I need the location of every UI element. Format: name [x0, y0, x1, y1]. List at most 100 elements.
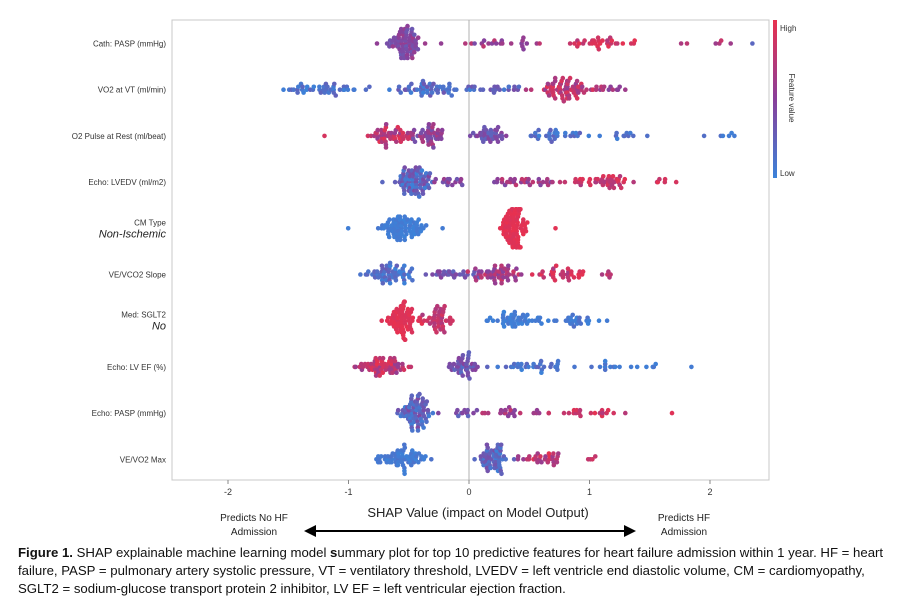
shap-point [728, 41, 733, 46]
shap-point [358, 272, 363, 277]
shap-point [526, 364, 531, 370]
shap-point [609, 38, 615, 43]
shap-point [536, 410, 542, 416]
shap-point [523, 87, 529, 92]
shap-point [438, 41, 444, 46]
shap-point [409, 26, 415, 32]
shap-point [537, 315, 543, 321]
shap-point [599, 272, 605, 277]
shap-point [366, 269, 371, 274]
shap-point [397, 214, 403, 219]
shap-point [611, 410, 616, 416]
caption-text-a: SHAP explainable machine learning model [72, 545, 331, 560]
shap-point [574, 96, 580, 101]
shap-point [460, 353, 466, 358]
shap-point [420, 191, 426, 196]
shap-point [503, 407, 508, 413]
shap-point [495, 139, 501, 144]
shap-point [375, 127, 381, 133]
shap-point [543, 454, 548, 459]
shap-point [409, 191, 414, 196]
shap-point [402, 471, 407, 477]
shap-point [580, 269, 586, 274]
shap-point [401, 367, 407, 373]
shap-point [576, 90, 581, 95]
shap-point [385, 315, 391, 321]
shap-point [617, 84, 622, 90]
shap-point [631, 133, 636, 139]
shap-point [490, 318, 496, 324]
shap-point [578, 413, 583, 419]
shap-point [521, 457, 526, 462]
shap-point [466, 350, 472, 355]
shap-point [519, 176, 525, 182]
shap-point [390, 370, 395, 376]
shap-point [566, 278, 572, 283]
shap-point [430, 272, 435, 277]
shap-point [402, 191, 407, 196]
shap-point [420, 90, 426, 95]
shap-point [421, 318, 427, 324]
shap-point [433, 176, 439, 182]
shap-point [337, 87, 343, 92]
shap-point [511, 457, 517, 462]
shap-point [402, 55, 407, 61]
x-tick-label: 0 [466, 487, 471, 497]
shap-point [537, 41, 542, 46]
x-tick-label: 2 [707, 487, 712, 497]
shap-point [512, 407, 517, 413]
predicts-hf-line2: Admission [661, 527, 707, 538]
shap-point [572, 364, 577, 370]
shap-point [577, 407, 583, 413]
shap-point [492, 263, 498, 269]
shap-point [400, 361, 405, 367]
shap-point [447, 176, 452, 182]
shap-point [415, 35, 421, 40]
x-tick-label: -2 [224, 487, 232, 497]
shap-point [512, 324, 518, 329]
shap-point [618, 185, 624, 191]
shap-point [514, 266, 519, 272]
shap-point [300, 84, 305, 90]
shap-point [555, 367, 560, 373]
shap-point [497, 87, 503, 92]
shap-point [600, 410, 605, 416]
arrow-head-left [304, 525, 316, 537]
shap-point [689, 364, 694, 370]
shap-point [499, 280, 504, 286]
shap-point [374, 269, 380, 274]
shap-point [597, 133, 602, 139]
shap-point [578, 321, 584, 326]
shap-point [538, 358, 544, 364]
shap-point [596, 318, 602, 324]
shap-point [602, 358, 608, 364]
shap-point [473, 278, 479, 283]
x-axis-label: SHAP Value (impact on Model Output) [367, 505, 588, 520]
shap-point [588, 410, 594, 416]
shap-point [500, 41, 505, 46]
shap-point [544, 133, 549, 139]
shap-point [374, 41, 380, 46]
shap-point [565, 266, 571, 272]
shap-point [511, 269, 516, 274]
shap-point [673, 179, 679, 185]
shap-point [508, 41, 514, 46]
shap-point [545, 176, 550, 182]
feature-label: Echo: LVEDV (ml/m2) [88, 178, 166, 187]
shap-point [479, 275, 484, 280]
shap-point [387, 280, 393, 286]
feature-label: Cath: PASP (mmHg) [93, 40, 166, 49]
shap-point [396, 451, 401, 456]
shap-point [475, 364, 480, 370]
shap-point [484, 442, 490, 448]
shap-point [501, 309, 507, 315]
shap-point [380, 179, 385, 185]
shap-point [628, 130, 633, 136]
shap-point [405, 306, 411, 312]
shap-point [415, 428, 421, 433]
shap-point [506, 272, 512, 277]
shap-point [508, 176, 513, 182]
shap-point [402, 214, 408, 219]
shap-point [499, 133, 505, 139]
shap-point [409, 306, 415, 312]
